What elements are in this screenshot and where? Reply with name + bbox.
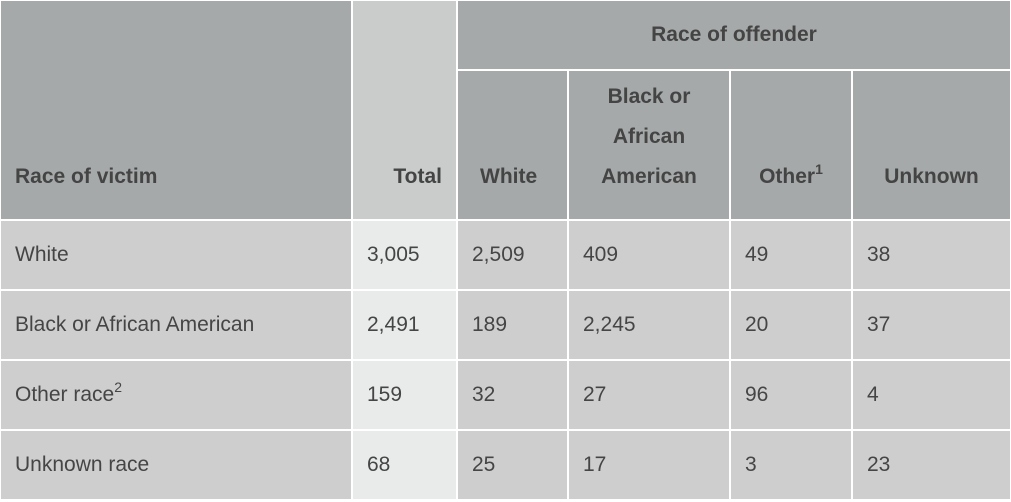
cell-value: 25 xyxy=(472,453,496,476)
cell-value: 17 xyxy=(583,453,607,476)
value-cell: 23 xyxy=(853,431,1010,499)
cell-value: 159 xyxy=(367,383,403,406)
value-cell: 38 xyxy=(853,221,1010,289)
value-cell: 159 xyxy=(353,361,456,429)
cell-value: 27 xyxy=(583,383,607,406)
group-header-text: Race of offender xyxy=(651,23,817,46)
value-cell: 20 xyxy=(731,291,851,359)
header-text: Race of victim xyxy=(15,165,158,188)
value-cell: 409 xyxy=(569,221,729,289)
row-label: Black or African American xyxy=(15,313,254,337)
value-cell: 37 xyxy=(853,291,1010,359)
row-label: Unknown race xyxy=(15,453,149,477)
header-cell: Total xyxy=(353,1,456,219)
header-text: Black or African American xyxy=(601,85,697,188)
row-label-text: Other race xyxy=(15,383,115,406)
cell-value: 4 xyxy=(867,383,879,406)
header-label: Total xyxy=(393,157,442,197)
value-cell: 189 xyxy=(458,291,567,359)
cell-value: 20 xyxy=(745,313,769,336)
cell-value: 2,245 xyxy=(583,313,636,336)
header-label: Race of victim xyxy=(15,157,157,197)
row-label-text: Unknown race xyxy=(15,453,150,476)
value-cell: 3 xyxy=(731,431,851,499)
row-label-text: White xyxy=(15,243,69,266)
cell-value: 3,005 xyxy=(367,243,420,266)
header-label: White xyxy=(480,157,537,197)
value-cell: 3,005 xyxy=(353,221,456,289)
row-label-cell: Black or African American xyxy=(1,291,351,359)
value-cell: 32 xyxy=(458,361,567,429)
value-cell: 25 xyxy=(458,431,567,499)
cell-value: 68 xyxy=(367,453,391,476)
cell-value: 96 xyxy=(745,383,769,406)
cell-value: 23 xyxy=(867,453,891,476)
header-cell: Other1 xyxy=(731,71,851,219)
cell-value: 2,491 xyxy=(367,313,420,336)
cell-value: 189 xyxy=(472,313,508,336)
footnote-mark: 1 xyxy=(815,161,823,177)
value-cell: 49 xyxy=(731,221,851,289)
cell-value: 409 xyxy=(583,243,619,266)
value-cell: 4 xyxy=(853,361,1010,429)
value-cell: 2,509 xyxy=(458,221,567,289)
header-cell: Black or African American xyxy=(569,71,729,219)
header-cell: White xyxy=(458,71,567,219)
header-cell: Unknown xyxy=(853,71,1010,219)
row-label-cell: Other race2 xyxy=(1,361,351,429)
header-cell: Race of victim xyxy=(1,1,351,219)
header-label: Unknown xyxy=(884,157,979,197)
row-label-cell: White xyxy=(1,221,351,289)
cell-value: 3 xyxy=(745,453,757,476)
row-label: White xyxy=(15,243,69,267)
header-text: Total xyxy=(393,165,442,188)
row-label-cell: Unknown race xyxy=(1,431,351,499)
row-label-text: Black or African American xyxy=(15,313,255,336)
cell-value: 38 xyxy=(867,243,891,266)
group-header: Race of offender xyxy=(458,1,1010,69)
value-cell: 96 xyxy=(731,361,851,429)
value-cell: 68 xyxy=(353,431,456,499)
cell-value: 37 xyxy=(867,313,891,336)
value-cell: 2,491 xyxy=(353,291,456,359)
header-label: Other1 xyxy=(759,157,823,197)
cell-value: 49 xyxy=(745,243,769,266)
cell-value: 32 xyxy=(472,383,496,406)
cell-value: 2,509 xyxy=(472,243,525,266)
header-label: Black or African American xyxy=(593,77,705,197)
value-cell: 17 xyxy=(569,431,729,499)
row-label: Other race2 xyxy=(15,380,122,407)
header-text: White xyxy=(480,165,538,188)
header-text: Unknown xyxy=(884,165,979,188)
value-cell: 27 xyxy=(569,361,729,429)
footnote-mark: 2 xyxy=(114,379,123,395)
header-text: Other xyxy=(759,165,816,188)
value-cell: 2,245 xyxy=(569,291,729,359)
